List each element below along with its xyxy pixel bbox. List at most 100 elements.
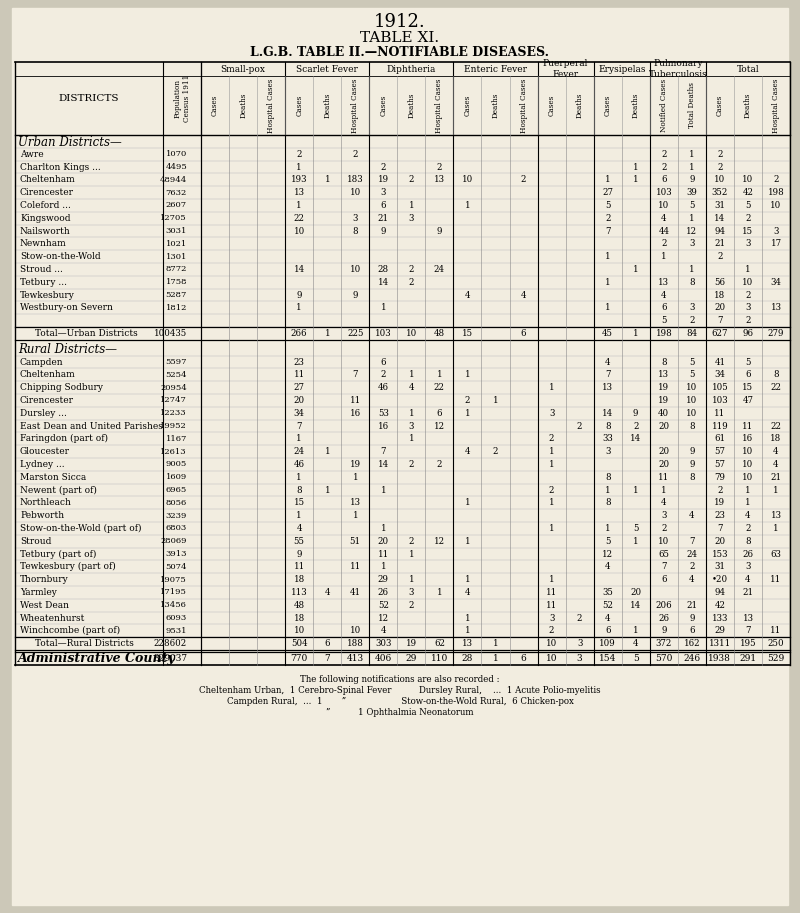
Text: 1: 1: [633, 329, 638, 338]
Text: 1: 1: [493, 654, 498, 663]
Text: 2: 2: [353, 150, 358, 159]
Text: Hospital Cases: Hospital Cases: [519, 79, 527, 132]
Text: 1: 1: [605, 175, 610, 184]
Text: 2: 2: [465, 396, 470, 404]
Text: 2: 2: [577, 614, 582, 623]
Text: 1167: 1167: [166, 435, 187, 443]
Text: 1: 1: [381, 562, 386, 572]
Text: Northleach: Northleach: [20, 498, 72, 508]
Text: 13: 13: [742, 614, 754, 623]
Text: Cheltenham: Cheltenham: [20, 371, 76, 379]
Text: 1: 1: [296, 511, 302, 520]
Text: 12: 12: [686, 226, 698, 236]
Text: 193: 193: [291, 175, 307, 184]
Text: 1: 1: [437, 371, 442, 379]
Text: 14: 14: [378, 278, 389, 287]
Text: 9: 9: [353, 290, 358, 299]
Text: 17: 17: [770, 239, 782, 248]
Text: 10: 10: [294, 226, 305, 236]
Text: 5: 5: [605, 201, 610, 210]
Text: Chipping Sodbury: Chipping Sodbury: [20, 383, 103, 392]
Text: 2: 2: [409, 265, 414, 274]
Text: 55: 55: [294, 537, 305, 546]
Text: 3: 3: [689, 239, 694, 248]
Text: Tewkesbury (part of): Tewkesbury (part of): [20, 562, 116, 572]
Text: 12233: 12233: [160, 409, 187, 417]
Text: 44: 44: [658, 226, 670, 236]
Text: Stroud: Stroud: [20, 537, 51, 546]
Text: 23: 23: [294, 358, 305, 366]
Text: 13: 13: [294, 188, 305, 197]
Text: 1: 1: [633, 626, 638, 635]
Text: 570: 570: [655, 654, 673, 663]
Text: 1: 1: [465, 201, 470, 210]
Text: 29: 29: [406, 654, 417, 663]
Text: 10: 10: [462, 175, 473, 184]
Text: 2: 2: [521, 175, 526, 184]
Text: 1: 1: [689, 265, 694, 274]
Text: 20: 20: [658, 422, 670, 431]
Text: 1812: 1812: [166, 304, 187, 312]
Text: 13: 13: [602, 383, 613, 392]
Text: 14: 14: [630, 601, 642, 610]
Text: 7: 7: [605, 371, 610, 379]
Text: 20: 20: [294, 396, 305, 404]
Text: 20: 20: [630, 588, 642, 597]
Text: 7: 7: [661, 562, 666, 572]
Text: 153: 153: [712, 550, 728, 559]
Text: 11: 11: [294, 371, 305, 379]
Text: 8: 8: [661, 358, 666, 366]
Text: 14: 14: [294, 265, 305, 274]
Text: 21: 21: [770, 473, 782, 482]
Text: Total: Total: [737, 65, 759, 74]
Text: 9: 9: [689, 447, 694, 456]
Text: 4: 4: [774, 460, 778, 469]
Text: 5: 5: [689, 371, 694, 379]
Text: 413: 413: [346, 654, 364, 663]
Text: 52: 52: [378, 601, 389, 610]
Text: 7: 7: [605, 226, 610, 236]
Text: 84: 84: [686, 329, 698, 338]
Text: 13: 13: [770, 303, 782, 312]
Text: 9: 9: [689, 175, 694, 184]
Text: 6: 6: [381, 201, 386, 210]
Text: 2: 2: [409, 460, 414, 469]
Text: Rural Districts—: Rural Districts—: [18, 343, 117, 356]
Text: 4: 4: [521, 290, 526, 299]
Text: 3: 3: [549, 614, 554, 623]
Text: 7: 7: [297, 422, 302, 431]
Text: 26: 26: [658, 614, 670, 623]
Text: 4: 4: [325, 588, 330, 597]
Text: Hospital Cases: Hospital Cases: [267, 79, 275, 132]
Text: 65: 65: [658, 550, 670, 559]
Text: 2: 2: [381, 163, 386, 172]
Text: 4: 4: [661, 498, 666, 508]
Text: 154: 154: [599, 654, 616, 663]
Text: 94: 94: [714, 588, 726, 597]
Text: 6965: 6965: [166, 486, 187, 494]
Text: Diphtheria: Diphtheria: [386, 65, 436, 74]
Text: Marston Sicca: Marston Sicca: [20, 473, 86, 482]
Text: 1: 1: [745, 498, 750, 508]
Text: 1: 1: [465, 498, 470, 508]
Text: 41: 41: [714, 358, 726, 366]
Text: Cases: Cases: [463, 95, 471, 116]
Text: 10: 10: [742, 447, 754, 456]
Text: Cirencester: Cirencester: [20, 396, 74, 404]
Text: 21: 21: [714, 239, 726, 248]
Text: 12613: 12613: [160, 447, 187, 456]
Text: 26: 26: [742, 550, 754, 559]
Text: 12: 12: [602, 550, 614, 559]
Text: 19: 19: [714, 498, 726, 508]
Text: 6: 6: [661, 175, 666, 184]
Text: 34: 34: [770, 278, 782, 287]
Text: 21: 21: [742, 588, 754, 597]
Text: Thornbury: Thornbury: [20, 575, 69, 584]
Text: 19075: 19075: [160, 575, 187, 583]
Text: 5: 5: [605, 537, 610, 546]
Text: 2: 2: [717, 252, 722, 261]
Text: 8: 8: [773, 371, 778, 379]
Text: 1: 1: [296, 473, 302, 482]
Text: 20954: 20954: [160, 383, 187, 392]
Text: 5: 5: [745, 201, 750, 210]
